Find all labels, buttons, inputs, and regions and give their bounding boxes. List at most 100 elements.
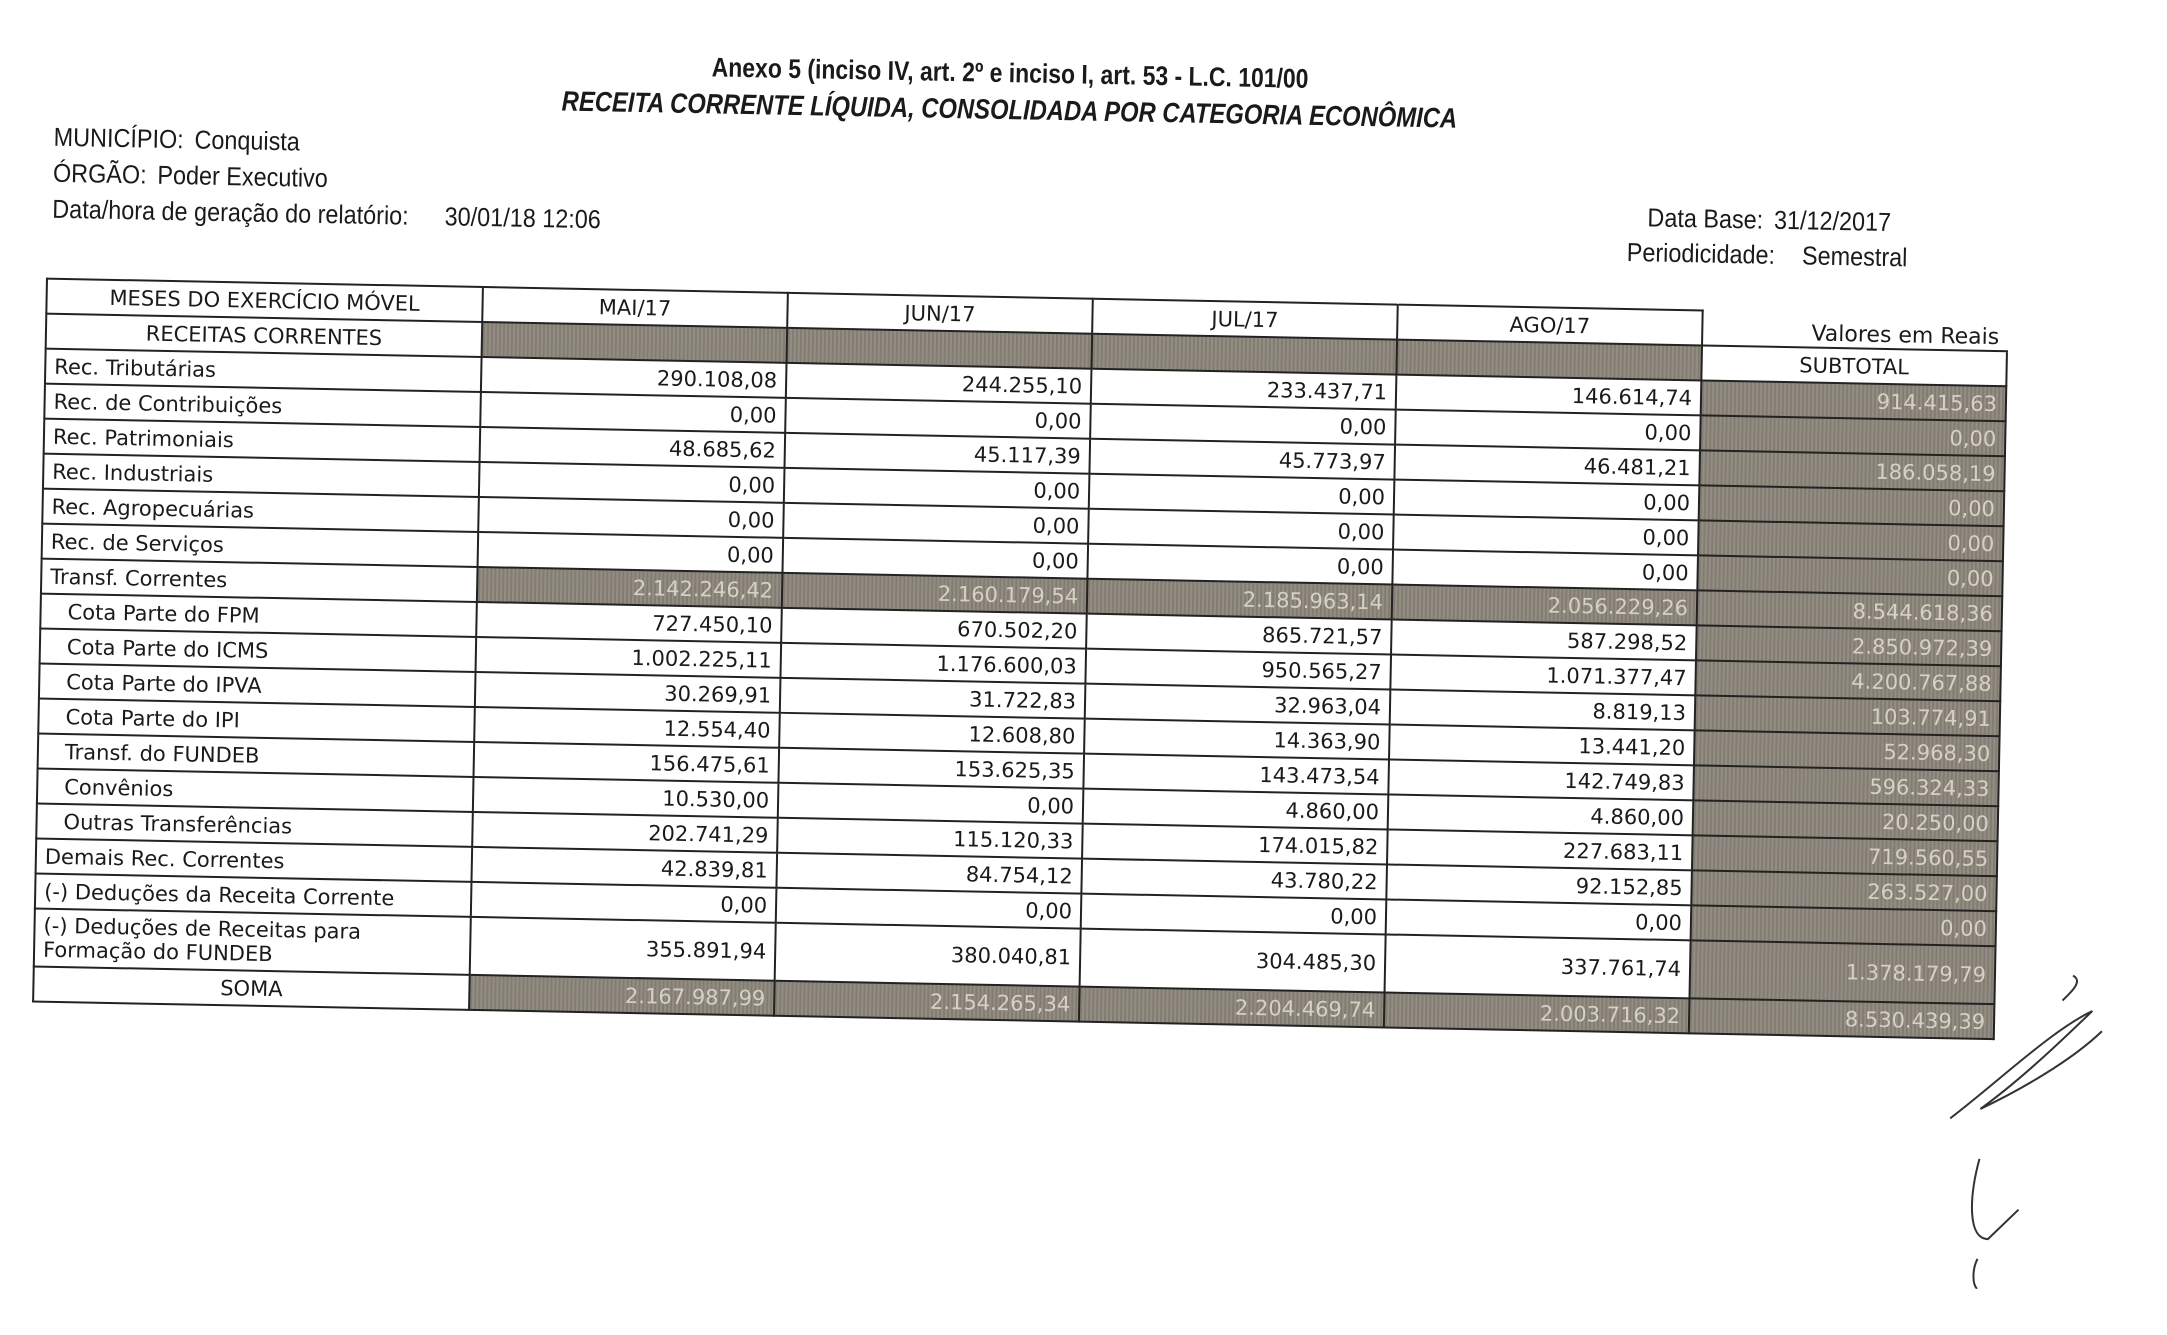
subtotal-header: SUBTOTAL bbox=[1701, 345, 2007, 387]
value-cell: 115.120,33 bbox=[777, 817, 1083, 859]
value-cell: 587.298,52 bbox=[1391, 619, 1697, 661]
value-cell: 727.450,10 bbox=[476, 601, 782, 643]
value-cell: 0,00 bbox=[782, 537, 1089, 579]
value-cell: 174.015,82 bbox=[1082, 823, 1388, 865]
value-cell: 0,00 bbox=[478, 461, 785, 503]
subtotal-cell: 103.774,91 bbox=[1694, 695, 2001, 737]
municipio-line: MUNICÍPIO: Conquista bbox=[53, 122, 300, 158]
subtotal-cell: 2.850.972,39 bbox=[1695, 625, 2002, 667]
month-header: JUN/17 bbox=[787, 292, 1093, 334]
orgao-line: ÓRGÃO: Poder Executivo bbox=[53, 158, 328, 194]
value-cell: 146.614,74 bbox=[1395, 374, 1702, 416]
value-cell: 202.741,29 bbox=[472, 811, 778, 853]
value-cell: 92.152,85 bbox=[1386, 864, 1692, 906]
month-header: AGO/17 bbox=[1397, 304, 1703, 346]
value-cell: 12.608,80 bbox=[779, 712, 1085, 754]
value-cell: 1.002.225,11 bbox=[475, 636, 782, 678]
value-cell: 227.683,11 bbox=[1386, 829, 1693, 871]
value-cell: 42.839,81 bbox=[471, 846, 778, 888]
month-header: JUL/17 bbox=[1092, 298, 1398, 340]
value-cell: 0,00 bbox=[1090, 403, 1396, 445]
value-cell: 950.565,27 bbox=[1085, 648, 1392, 690]
row-label: (-) Deduções de Receitas para Formação d… bbox=[33, 908, 471, 975]
value-cell: 45.117,39 bbox=[784, 432, 1091, 474]
municipio-label: MUNICÍPIO: bbox=[53, 121, 184, 155]
subtotal-cell: 52.968,30 bbox=[1693, 730, 2000, 772]
shaded-cell bbox=[481, 322, 788, 363]
value-cell: 244.255,10 bbox=[785, 362, 1092, 404]
value-cell: 12.554,40 bbox=[474, 706, 780, 748]
value-cell: 304.485,30 bbox=[1079, 928, 1386, 993]
value-cell: 153.625,35 bbox=[778, 747, 1085, 789]
shaded-cell bbox=[1396, 339, 1703, 381]
value-cell: 8.819,13 bbox=[1389, 689, 1696, 731]
geracao-line: Data/hora de geração do relatório: 30/01/… bbox=[52, 194, 601, 236]
subtotal-cell: 8.544.618,36 bbox=[1696, 590, 2003, 632]
subtotal-cell: 4.200.767,88 bbox=[1695, 660, 2001, 702]
subtotal-cell: 0,00 bbox=[1690, 905, 1997, 947]
geracao-value: 30/01/18 12:06 bbox=[444, 201, 602, 235]
value-cell: 0,00 bbox=[470, 881, 777, 923]
value-cell: 2.185.963,14 bbox=[1086, 578, 1393, 620]
value-cell: 1.071.377,47 bbox=[1390, 654, 1696, 696]
value-cell: 10.530,00 bbox=[472, 776, 779, 818]
signature-icon bbox=[1949, 974, 2103, 1290]
value-cell: 865.721,57 bbox=[1086, 613, 1392, 655]
subtotal-cell: 20.250,00 bbox=[1692, 800, 1999, 842]
shaded-cell bbox=[786, 327, 1093, 369]
value-cell: 4.860,00 bbox=[1387, 794, 1694, 836]
value-cell: 142.749,83 bbox=[1388, 759, 1694, 801]
value-cell: 0,00 bbox=[1088, 508, 1394, 550]
value-cell: 0,00 bbox=[1385, 899, 1692, 941]
periodicidade-label: Periodicidade: bbox=[1626, 236, 1776, 270]
value-cell: 0,00 bbox=[1088, 473, 1395, 515]
value-cell: 0,00 bbox=[785, 397, 1091, 439]
shaded-cell bbox=[1091, 333, 1398, 375]
value-cell: 0,00 bbox=[777, 782, 1084, 824]
value-cell: 31.722,83 bbox=[779, 677, 1086, 719]
subtotal-cell: 0,00 bbox=[1698, 485, 2005, 527]
value-cell: 0,00 bbox=[1393, 479, 1700, 521]
subtotal-cell: 0,00 bbox=[1700, 415, 2006, 457]
value-cell: 45.773,97 bbox=[1089, 438, 1396, 480]
value-cell: 2.204.469,74 bbox=[1078, 986, 1385, 1028]
subtotal-cell: 914.415,63 bbox=[1700, 380, 2007, 422]
subtotal-cell: 719.560,55 bbox=[1691, 835, 1998, 877]
value-cell: 355.891,94 bbox=[469, 916, 776, 981]
data-base-label: Data Base: bbox=[1647, 202, 1764, 235]
value-cell: 32.963,04 bbox=[1084, 683, 1391, 725]
unit-note: Valores em Reais bbox=[1702, 310, 2008, 352]
value-cell: 14.363,90 bbox=[1084, 718, 1390, 760]
value-cell: 290.108,08 bbox=[480, 357, 787, 398]
value-cell: 670.502,20 bbox=[781, 607, 1087, 649]
value-cell: 233.437,71 bbox=[1090, 368, 1397, 410]
orgao-label: ÓRGÃO: bbox=[52, 157, 147, 190]
rcl-table: MESES DO EXERCÍCIO MÓVEL MAI/17 JUN/17 J… bbox=[32, 278, 2009, 1041]
row-label: SOMA bbox=[33, 966, 470, 1010]
value-cell: 48.685,62 bbox=[479, 426, 786, 468]
value-cell: 30.269,91 bbox=[474, 671, 781, 713]
subtotal-cell: 0,00 bbox=[1697, 520, 2004, 562]
value-cell: 0,00 bbox=[1392, 549, 1698, 591]
subtotal-cell: 186.058,19 bbox=[1699, 450, 2005, 492]
data-base-line: Data Base: 31/12/2017 bbox=[1647, 202, 1891, 238]
value-cell: 1.176.600,03 bbox=[780, 642, 1087, 684]
value-cell: 43.780,22 bbox=[1081, 858, 1387, 900]
value-cell: 0,00 bbox=[1393, 514, 1699, 556]
value-cell: 0,00 bbox=[477, 531, 784, 573]
value-cell: 2.154.265,34 bbox=[773, 980, 1080, 1022]
value-cell: 143.473,54 bbox=[1083, 753, 1390, 795]
orgao-value: Poder Executivo bbox=[157, 159, 329, 194]
data-base-value: 31/12/2017 bbox=[1773, 204, 1892, 238]
value-cell: 4.860,00 bbox=[1082, 788, 1389, 830]
value-cell: 0,00 bbox=[480, 391, 786, 433]
value-cell: 2.142.246,42 bbox=[476, 566, 783, 608]
subtotal-cell: 0,00 bbox=[1697, 555, 2003, 597]
periodicidade-line: Periodicidade: Semestral bbox=[1626, 236, 1908, 273]
value-cell: 0,00 bbox=[1080, 893, 1387, 935]
value-cell: 84.754,12 bbox=[776, 852, 1083, 894]
month-header: MAI/17 bbox=[482, 287, 788, 328]
value-cell: 46.481,21 bbox=[1394, 444, 1701, 486]
value-cell: 2.160.179,54 bbox=[781, 572, 1088, 614]
